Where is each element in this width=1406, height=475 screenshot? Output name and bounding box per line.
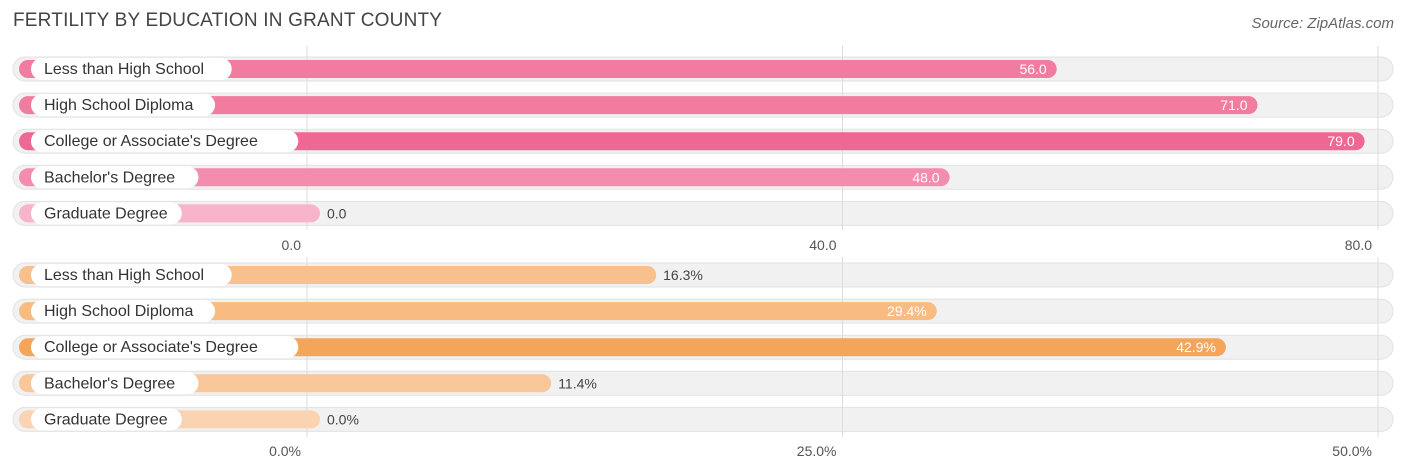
category-label: College or Associate's Degree (44, 339, 258, 356)
category-pill (31, 166, 199, 189)
category-pill (31, 300, 216, 323)
category-pill (31, 94, 216, 117)
category-label: Graduate Degree (44, 205, 168, 222)
bar[interactable] (19, 338, 1226, 357)
value-label: 0.0 (327, 205, 347, 221)
value-label: 11.4% (558, 375, 597, 391)
category-pill (31, 264, 232, 286)
bar[interactable] (19, 302, 937, 321)
tick-label: 50.0% (1332, 443, 1372, 459)
category-pill (31, 58, 232, 80)
category-label: College or Associate's Degree (44, 133, 258, 150)
bar[interactable] (19, 132, 1365, 151)
category-pill (31, 372, 199, 395)
row-track (12, 200, 1394, 226)
category-label: Bachelor's Degree (44, 375, 175, 392)
value-label: 56.0 (1019, 61, 1046, 77)
category-label: Bachelor's Degree (44, 169, 175, 186)
value-label: 29.4% (887, 303, 927, 319)
source-label: Source: ZipAtlas.com (1251, 15, 1394, 32)
bar[interactable] (19, 60, 1057, 78)
category-pill (31, 408, 182, 431)
tick-label: 25.0% (797, 443, 837, 459)
tick-label: 0.0 (282, 237, 302, 253)
category-label: High School Diploma (44, 303, 194, 320)
tick-label: 80.0 (1345, 237, 1372, 253)
value-label: 79.0 (1327, 133, 1354, 149)
category-label: High School Diploma (44, 97, 194, 114)
value-label: 16.3% (663, 267, 703, 283)
category-label: Graduate Degree (44, 411, 168, 428)
category-label: Less than High School (44, 61, 204, 78)
tick-label: 0.0% (269, 443, 301, 459)
category-pill (31, 202, 182, 225)
bar[interactable] (19, 168, 950, 187)
value-label: 0.0% (327, 411, 359, 427)
chart-title: FERTILITY BY EDUCATION IN GRANT COUNTY (13, 10, 443, 31)
bar[interactable] (19, 96, 1258, 115)
value-label: 48.0 (912, 169, 939, 185)
value-label: 71.0 (1220, 97, 1247, 113)
row-track (12, 406, 1394, 432)
category-pill (31, 336, 299, 359)
category-pill (31, 130, 299, 153)
category-label: Less than High School (44, 267, 204, 284)
tick-label: 40.0 (809, 237, 836, 253)
value-label: 42.9% (1176, 339, 1216, 355)
